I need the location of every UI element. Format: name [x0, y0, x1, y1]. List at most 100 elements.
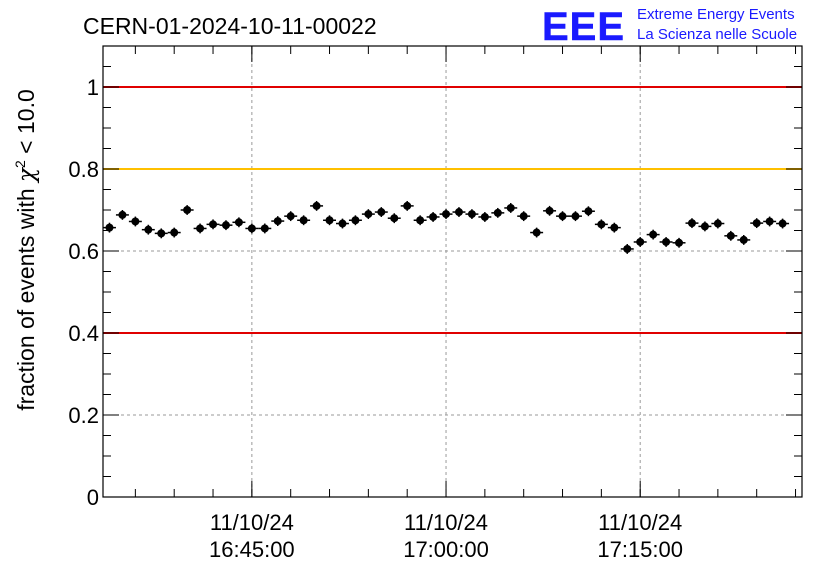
- reference-lines: [103, 86, 802, 334]
- data-point: [620, 244, 634, 254]
- y-tick-label: 0.6: [68, 239, 99, 264]
- data-point-marker: [273, 217, 282, 226]
- data-point: [776, 218, 790, 229]
- data-point-marker: [196, 224, 205, 233]
- data-point: [491, 207, 505, 218]
- grid: [103, 46, 802, 497]
- data-point-marker: [558, 212, 567, 221]
- data-point: [180, 205, 194, 215]
- eee-logo-mark: EEE: [542, 5, 625, 49]
- data-point-marker: [260, 224, 269, 233]
- data-point-marker: [765, 217, 774, 226]
- data-point: [336, 218, 349, 229]
- data-point: [750, 218, 764, 229]
- data-point: [426, 212, 440, 222]
- data-point: [452, 207, 466, 217]
- data-point: [672, 237, 686, 248]
- data-point-marker: [700, 222, 709, 231]
- data-point: [737, 235, 751, 245]
- data-point: [167, 227, 181, 238]
- data-point-marker: [713, 219, 722, 228]
- y-tick-label: 0.2: [68, 403, 99, 428]
- data-point: [141, 224, 155, 235]
- data-point: [543, 205, 557, 216]
- data-point-marker: [493, 208, 502, 217]
- data-point-marker: [390, 214, 399, 223]
- data-point: [258, 223, 272, 234]
- data-point: [374, 207, 388, 217]
- y-axis-label: fraction of events with χ2 < 10.0: [12, 89, 40, 411]
- data-point-marker: [364, 210, 373, 219]
- data-point: [517, 211, 531, 222]
- data-point: [646, 229, 660, 240]
- data-point-marker: [467, 210, 476, 219]
- y-axis-label-chi: χ: [14, 166, 40, 184]
- data-point: [193, 223, 207, 234]
- data-point: [724, 230, 738, 241]
- data-point-marker: [726, 231, 735, 240]
- data-point: [478, 212, 492, 222]
- data-point-marker: [480, 212, 489, 221]
- y-tick-label: 0.4: [68, 321, 99, 346]
- data-point: [271, 216, 285, 226]
- data-point-marker: [649, 230, 658, 239]
- data-point: [154, 228, 168, 239]
- data-point-marker: [610, 223, 619, 232]
- data-point-marker: [623, 244, 632, 253]
- data-point-marker: [519, 212, 528, 221]
- data-point: [659, 237, 673, 247]
- data-point: [685, 218, 699, 229]
- eee-logo: EEE Extreme Energy Events La Scienza nel…: [542, 5, 797, 50]
- y-tick-label: 1: [87, 75, 99, 100]
- data-point-marker: [597, 220, 606, 229]
- eee-logo-line2: La Scienza nelle Scuole: [637, 26, 797, 43]
- data-point: [763, 216, 777, 227]
- data-point: [232, 217, 246, 228]
- data-point: [206, 219, 220, 230]
- data-point-marker: [144, 225, 153, 234]
- data-point: [284, 211, 298, 222]
- data-point: [297, 215, 311, 226]
- data-point-marker: [325, 216, 334, 225]
- data-point: [581, 206, 595, 217]
- data-point-marker: [429, 212, 438, 221]
- data-point: [607, 222, 621, 233]
- data-point-marker: [221, 221, 230, 230]
- data-point-marker: [247, 224, 256, 233]
- data-point: [310, 200, 324, 211]
- data-point-marker: [118, 210, 127, 219]
- data-point-marker: [157, 229, 166, 238]
- data-point-marker: [183, 206, 192, 214]
- data-point-marker: [442, 210, 451, 219]
- x-tick-date: 11/10/24: [598, 510, 682, 535]
- data-point-marker: [506, 203, 515, 212]
- data-point-marker: [377, 208, 386, 217]
- y-axis-label-prefix: fraction of events with: [13, 182, 39, 411]
- data-point-marker: [454, 208, 463, 217]
- data-point-marker: [131, 217, 140, 226]
- data-point: [530, 227, 544, 238]
- data-point: [387, 213, 401, 224]
- data-point: [115, 210, 129, 220]
- data-point-marker: [545, 206, 554, 215]
- data-point: [465, 209, 479, 220]
- data-point: [556, 211, 569, 222]
- data-point-marker: [105, 223, 114, 232]
- x-tick-time: 17:00:00: [403, 537, 489, 562]
- tick-labels: 00.20.40.60.8111/10/2416:45:0011/10/2417…: [68, 75, 683, 562]
- data-point-marker: [675, 238, 684, 247]
- data-point: [400, 200, 414, 211]
- data-point: [698, 221, 712, 232]
- data-point: [569, 211, 582, 222]
- chart-title: CERN-01-2024-10-11-00022: [83, 13, 377, 39]
- data-point: [128, 216, 142, 227]
- y-tick-label: 0: [87, 485, 99, 510]
- data-point-marker: [752, 219, 761, 228]
- data-point-marker: [662, 237, 671, 246]
- data-point-marker: [778, 219, 787, 228]
- data-point-marker: [299, 216, 308, 225]
- data-point-marker: [636, 237, 645, 246]
- data-point: [594, 219, 608, 230]
- data-point: [361, 209, 375, 220]
- data-point: [245, 223, 259, 234]
